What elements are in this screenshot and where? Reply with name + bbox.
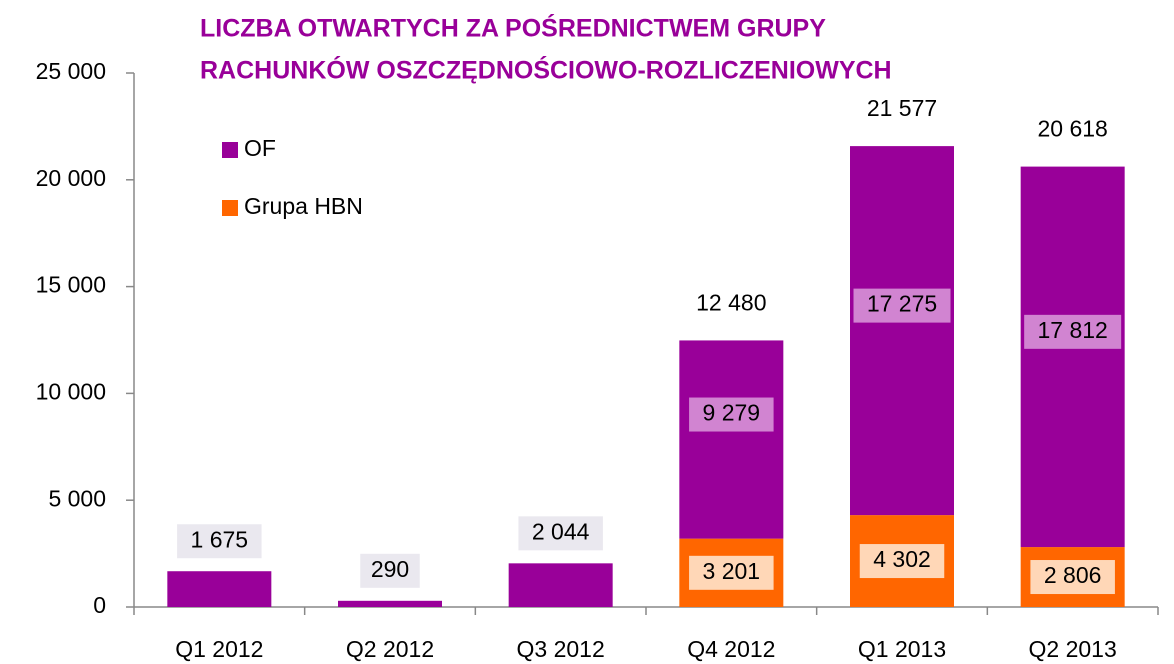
y-tick-label: 10 000 bbox=[36, 378, 106, 404]
data-label-bg bbox=[1030, 560, 1115, 595]
bar-segment bbox=[850, 146, 954, 516]
data-label: 3 201 bbox=[703, 558, 761, 584]
bar-segment bbox=[167, 571, 272, 607]
legend-swatch bbox=[222, 200, 238, 216]
data-label-bg bbox=[853, 288, 951, 323]
legend-label: Grupa HBN bbox=[244, 193, 363, 219]
data-label-bg bbox=[859, 544, 945, 579]
data-label: 17 275 bbox=[867, 291, 937, 317]
x-tick-label: Q1 2012 bbox=[175, 636, 263, 662]
legend-swatch bbox=[222, 142, 238, 158]
bar-segment bbox=[679, 340, 784, 539]
data-label-bg bbox=[177, 524, 262, 559]
data-label: 17 812 bbox=[1037, 317, 1107, 343]
y-tick-label: 15 000 bbox=[36, 272, 106, 298]
data-label-bg bbox=[360, 553, 420, 588]
chart-title: RACHUNKÓW OSZCZĘDNOŚCIOWO-ROZLICZENIOWYC… bbox=[200, 55, 892, 85]
data-label: 2 806 bbox=[1044, 562, 1102, 588]
x-tick-label: Q2 2012 bbox=[346, 636, 434, 662]
x-tick-label: Q4 2012 bbox=[687, 636, 775, 662]
data-label: 290 bbox=[371, 556, 409, 582]
legend-label: OF bbox=[244, 135, 276, 161]
y-tick-label: 5 000 bbox=[48, 485, 106, 511]
x-tick-label: Q1 2013 bbox=[858, 636, 946, 662]
x-tick-label: Q2 2013 bbox=[1029, 636, 1117, 662]
y-tick-label: 0 bbox=[93, 592, 106, 618]
y-tick-label: 20 000 bbox=[36, 165, 106, 191]
y-tick-label: 25 000 bbox=[36, 58, 106, 84]
bar-segment bbox=[338, 600, 442, 607]
data-label: 2 044 bbox=[532, 518, 590, 544]
bar-segment bbox=[508, 563, 613, 607]
total-label: 21 577 bbox=[867, 95, 937, 121]
data-label-bg bbox=[689, 555, 774, 590]
data-label-bg bbox=[518, 516, 603, 551]
chart-title: LICZBA OTWARTYCH ZA POŚREDNICTWEM GRUPY bbox=[200, 13, 826, 43]
bar-segment bbox=[1020, 166, 1125, 548]
total-label: 12 480 bbox=[696, 290, 766, 316]
total-label: 20 618 bbox=[1037, 116, 1107, 142]
data-label: 9 279 bbox=[703, 400, 761, 426]
data-label: 1 675 bbox=[191, 526, 249, 552]
data-label-bg bbox=[689, 397, 774, 432]
data-label-bg bbox=[1024, 314, 1122, 349]
data-label: 4 302 bbox=[873, 546, 931, 572]
x-tick-label: Q3 2012 bbox=[517, 636, 605, 662]
